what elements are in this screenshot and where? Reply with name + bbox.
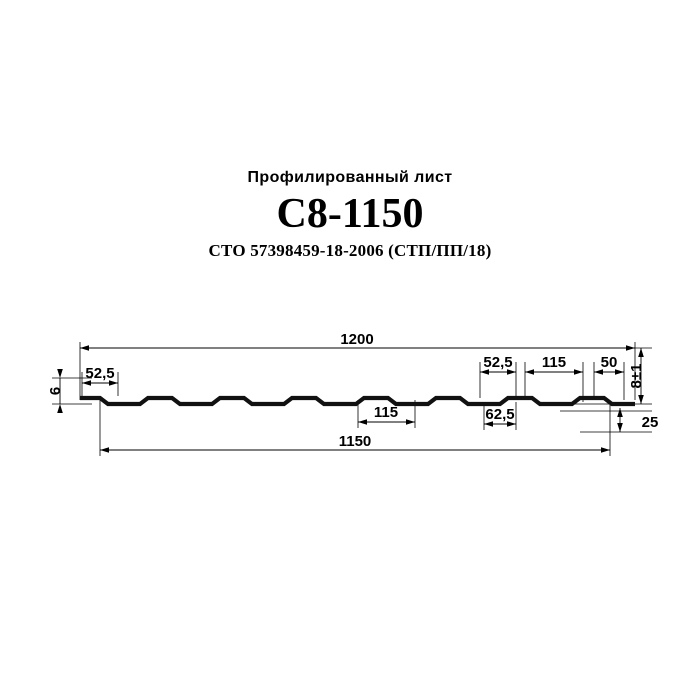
dim-label-62-5: 62,5 [485, 406, 514, 423]
drawing-subtitle: Профилированный лист [247, 169, 453, 186]
drawing-standard-code: СТО 57398459-18-2006 (СТП/ПП/18) [208, 241, 492, 260]
dim-label-25: 25 [642, 414, 659, 431]
dim-label-50: 50 [601, 354, 618, 371]
dim-label-1150: 1150 [339, 433, 372, 450]
dim-label-height-8: 8±1 [628, 364, 645, 389]
dimension-labels: 1200 1150 52,5 115 62,5 52,5 115 50 8±1 … [47, 331, 658, 450]
sheet-profile-outline [80, 395, 635, 407]
title-block: Профилированный лист C8-1150 СТО 5739845… [0, 168, 700, 262]
dim-label-1200: 1200 [340, 331, 373, 348]
dim-label-right-115: 115 [542, 354, 566, 371]
drawing-model-name: C8-1150 [276, 191, 424, 237]
dim-label-left-52-5: 52,5 [85, 365, 114, 382]
dim-label-mid-115: 115 [374, 404, 398, 421]
dim-label-right-52-5: 52,5 [483, 354, 512, 371]
dim-label-6: 6 [47, 387, 64, 395]
dimension-lines [57, 345, 644, 453]
